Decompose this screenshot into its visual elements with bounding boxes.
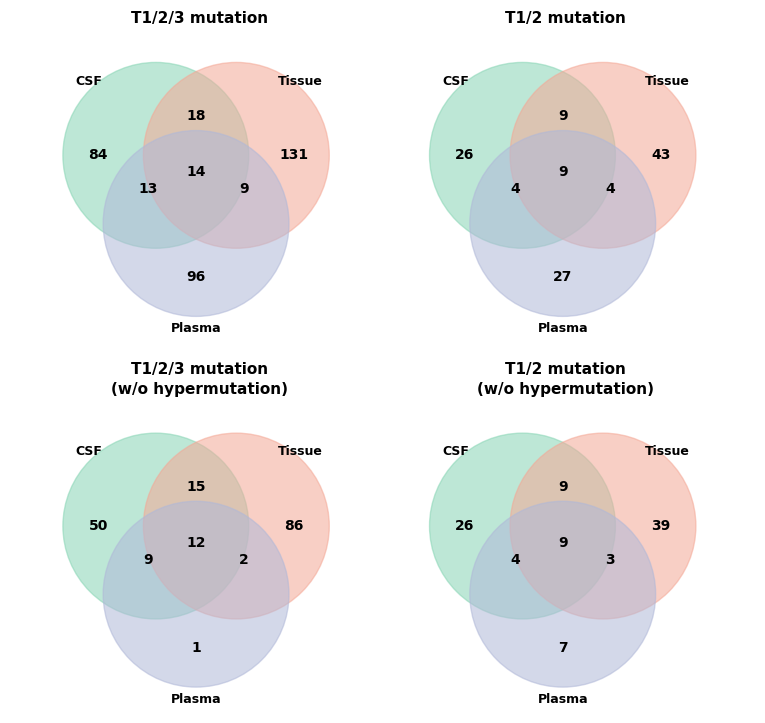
Text: 84: 84 [89,148,108,163]
Circle shape [63,433,249,619]
Text: Tissue: Tissue [645,74,690,87]
Text: 39: 39 [651,519,670,533]
Text: Plasma: Plasma [537,693,588,706]
Text: CSF: CSF [442,445,469,458]
Text: 43: 43 [651,148,670,163]
Text: 2: 2 [239,553,249,567]
Circle shape [103,501,289,687]
Text: 9: 9 [558,165,568,179]
Title: T1/2/3 mutation: T1/2/3 mutation [131,11,268,26]
Text: 13: 13 [138,182,158,197]
Text: 96: 96 [187,270,206,284]
Text: 50: 50 [89,519,108,533]
Text: 14: 14 [187,165,206,179]
Text: Plasma: Plasma [537,322,588,335]
Circle shape [510,433,696,619]
Text: 26: 26 [455,519,474,533]
Text: Tissue: Tissue [645,445,690,458]
Text: 7: 7 [558,641,568,655]
Text: CSF: CSF [442,74,469,87]
Text: 9: 9 [558,536,568,549]
Text: CSF: CSF [75,74,103,87]
Circle shape [429,433,615,619]
Title: T1/2/3 mutation
(w/o hypermutation): T1/2/3 mutation (w/o hypermutation) [111,362,288,397]
Text: 3: 3 [606,553,615,567]
Text: 27: 27 [553,270,572,284]
Title: T1/2 mutation: T1/2 mutation [506,11,627,26]
Circle shape [510,62,696,248]
Text: 15: 15 [187,480,206,494]
Text: 12: 12 [187,536,206,549]
Circle shape [470,131,656,317]
Text: Plasma: Plasma [171,322,221,335]
Text: 1: 1 [191,641,201,655]
Text: 18: 18 [187,109,206,124]
Circle shape [470,501,656,687]
Text: 9: 9 [144,553,153,567]
Text: 86: 86 [285,519,304,533]
Text: 26: 26 [455,148,474,163]
Circle shape [103,131,289,317]
Text: 9: 9 [558,480,568,494]
Text: 9: 9 [558,109,568,124]
Text: 131: 131 [279,148,308,163]
Circle shape [143,62,329,248]
Text: CSF: CSF [75,445,103,458]
Text: 4: 4 [510,182,520,197]
Text: Tissue: Tissue [278,74,323,87]
Circle shape [143,433,329,619]
Text: Tissue: Tissue [278,445,323,458]
Circle shape [63,62,249,248]
Text: Plasma: Plasma [171,693,221,706]
Text: 9: 9 [239,182,249,197]
Circle shape [429,62,615,248]
Title: T1/2 mutation
(w/o hypermutation): T1/2 mutation (w/o hypermutation) [477,362,654,397]
Text: 4: 4 [606,182,615,197]
Text: 4: 4 [510,553,520,567]
